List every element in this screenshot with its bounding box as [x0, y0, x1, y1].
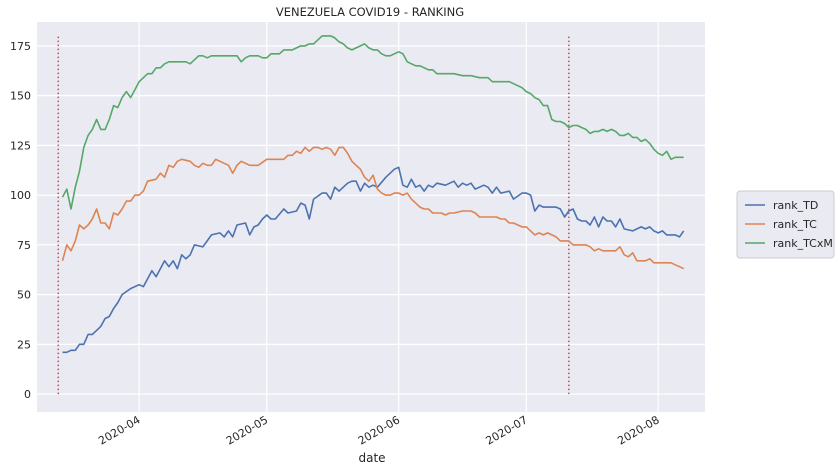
plot-area	[37, 22, 705, 412]
y-tick-label: 100	[10, 189, 31, 202]
x-tick-label: 2020-05	[224, 413, 270, 447]
y-tick-label: 175	[10, 40, 31, 53]
y-tick-label: 50	[17, 289, 31, 302]
x-tick-label: 2020-06	[356, 413, 402, 447]
x-axis: 2020-04 2020-05 2020-06 2020-07 2020-08	[96, 413, 661, 447]
chart-title: VENEZUELA COVID19 - RANKING	[276, 5, 464, 19]
y-tick-label: 25	[17, 338, 31, 351]
y-axis: 0 25 50 75 100 125 150 175	[10, 40, 31, 401]
legend-label: rank_TD	[773, 199, 818, 212]
grid	[37, 22, 705, 412]
y-tick-label: 125	[10, 139, 31, 152]
legend-label: rank_TC	[773, 218, 817, 231]
x-tick-label: 2020-08	[615, 413, 661, 447]
legend-box	[736, 190, 835, 259]
x-tick-label: 2020-07	[483, 413, 529, 447]
y-tick-label: 75	[17, 239, 31, 252]
x-axis-title: date	[358, 451, 385, 465]
legend: rank_TD rank_TC rank_TCxM	[736, 190, 835, 259]
y-tick-label: 150	[10, 90, 31, 103]
series-lines	[61, 35, 685, 354]
y-tick-label: 0	[24, 388, 31, 401]
series-line-rank_TC	[61, 146, 685, 270]
series-line-rank_TCxM	[61, 35, 684, 210]
legend-label: rank_TCxM	[773, 237, 833, 250]
x-tick-label: 2020-04	[96, 413, 142, 447]
